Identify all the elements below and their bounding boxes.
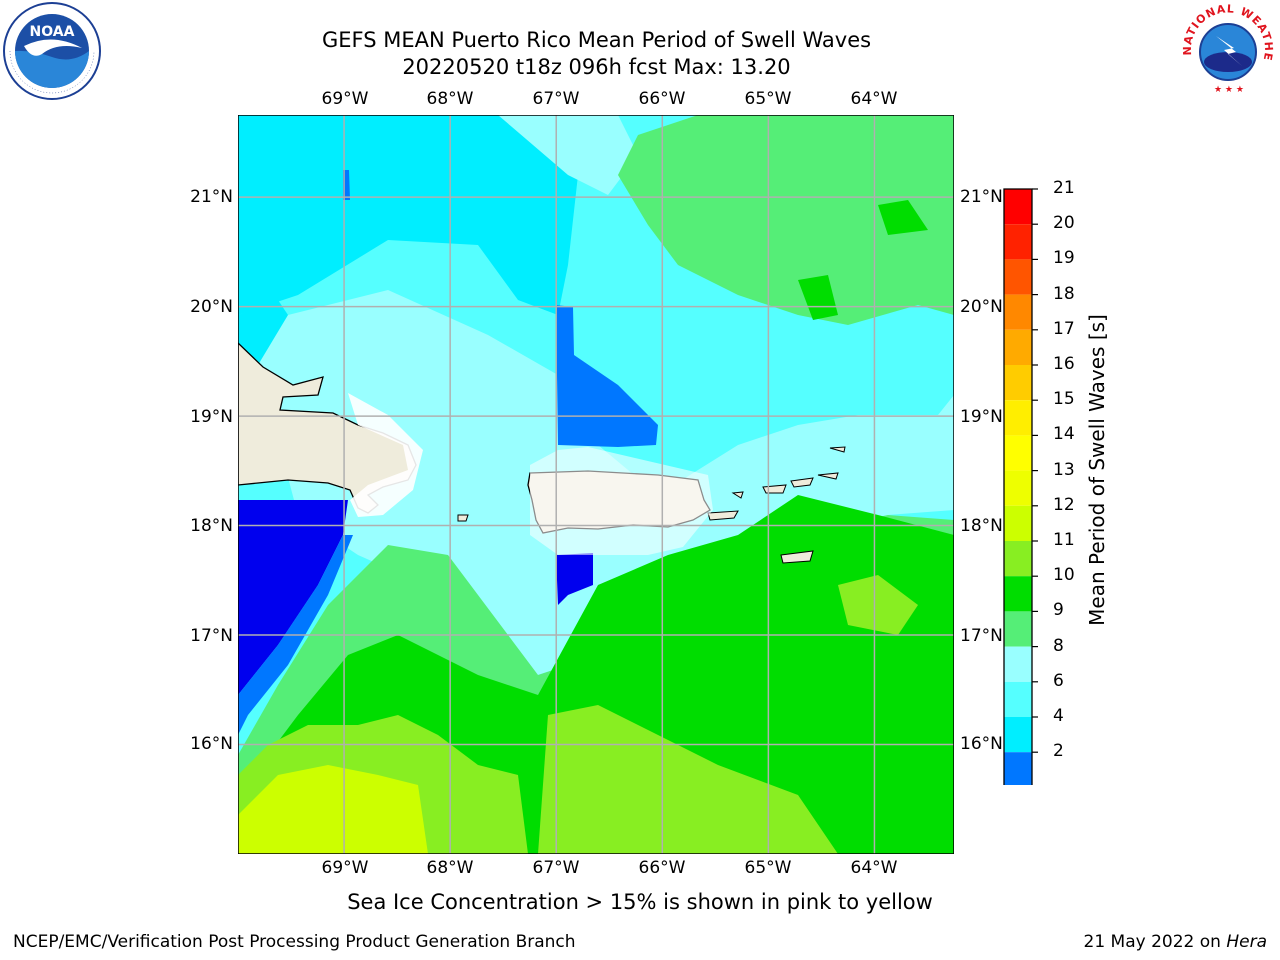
- swell-band-under-2-southwest: [238, 500, 348, 695]
- coastal-mask-hispaniola: [348, 393, 423, 517]
- colorbar-segment: [1004, 541, 1032, 577]
- colorbar-label: Mean Period of Swell Waves [s]: [1085, 314, 1109, 626]
- lat-label-left: 20°N: [190, 297, 233, 317]
- anegada-island: [829, 446, 846, 453]
- colorbar-tick-label: 6: [1053, 670, 1064, 691]
- lon-label-bottom: 68°W: [426, 858, 474, 878]
- colorbar-tick-label: 10: [1053, 565, 1075, 586]
- lat-label-right: 16°N: [960, 734, 1003, 754]
- colorbar-tick-label: 20: [1053, 213, 1075, 234]
- colorbar-tick-label: 8: [1053, 635, 1064, 656]
- svg-text:NOAA: NOAA: [30, 24, 75, 40]
- swell-period-map: [238, 115, 954, 854]
- colorbar-tick-label: 21: [1053, 178, 1075, 198]
- lon-label-top: 68°W: [426, 89, 474, 109]
- colorbar-tick-label: 4: [1053, 706, 1064, 726]
- colorbar-segment: [1004, 646, 1032, 682]
- colorbar-segment: [1004, 576, 1032, 612]
- map-title: GEFS MEAN Puerto Rico Mean Period of Swe…: [321, 28, 872, 52]
- colorbar-segment: [1004, 365, 1032, 401]
- lon-label-top: 66°W: [638, 89, 686, 109]
- colorbar-segment: [1004, 189, 1032, 225]
- colorbar-segment: [1004, 681, 1032, 717]
- lat-label-right: 19°N: [960, 407, 1003, 427]
- swell-band-11-12-south-center: [538, 705, 838, 854]
- footer-credit: NCEP/EMC/Verification Post Processing Pr…: [13, 932, 576, 952]
- swell-band-2-4-monapassage: [556, 305, 658, 447]
- colorbar-segment: [1004, 400, 1032, 436]
- colorbar-segment: [1004, 717, 1032, 753]
- colorbar-segment: [1004, 329, 1032, 365]
- st-croix-island: [780, 550, 814, 564]
- swell-band-10-11-ne2: [798, 275, 838, 320]
- map-subtitle-forecast: 20220520 t18z 096h fcst Max: 13.20: [402, 55, 791, 79]
- colorbar-segment: [1004, 752, 1032, 785]
- colorbar-segment: [1004, 224, 1032, 260]
- lat-label-left: 18°N: [190, 516, 233, 536]
- svg-text:★ ★ ★: ★ ★ ★: [1214, 85, 1244, 95]
- swell-band-12-13-southwest: [238, 765, 428, 854]
- lat-label-left: 21°N: [190, 187, 233, 207]
- graticule: [238, 115, 954, 854]
- noaa-logo-icon: NOAA: [3, 2, 101, 100]
- colorbar-tick-label: 13: [1053, 459, 1075, 480]
- lat-label-left: 17°N: [190, 626, 233, 646]
- culebra-island: [731, 491, 744, 499]
- colorbar-segment: [1004, 435, 1032, 471]
- mona-island: [457, 514, 469, 522]
- footer-date: 21 May 2022 on Hera: [1083, 932, 1268, 952]
- swell-band-under-2-pr-south: [556, 553, 593, 605]
- colorbar: [1003, 188, 1038, 785]
- colorbar-tick-label: 18: [1053, 283, 1075, 304]
- colorbar-segment: [1004, 611, 1032, 647]
- lon-label-top: 67°W: [532, 89, 580, 109]
- colorbar-segment: [1004, 470, 1032, 506]
- lon-label-bottom: 65°W: [744, 858, 792, 878]
- colorbar-segment: [1004, 505, 1032, 541]
- lat-label-right: 20°N: [960, 297, 1003, 317]
- nws-logo-icon: NATIONAL WEATHER SERVICE ★ ★ ★: [1178, 2, 1275, 98]
- lat-label-right: 21°N: [960, 187, 1003, 207]
- colorbar-tick-label: 16: [1053, 354, 1075, 374]
- swell-band-8-9-northeast: [498, 115, 638, 195]
- lon-label-bottom: 66°W: [638, 858, 686, 878]
- colorbar-tick-label: 11: [1053, 530, 1075, 550]
- swell-band-10-11-ne1: [878, 200, 928, 235]
- sea-ice-note: Sea Ice Concentration > 15% is shown in …: [347, 890, 933, 914]
- swell-band-4-6-north: [238, 115, 578, 315]
- footer-machine: Hera: [1226, 932, 1267, 952]
- virgin-islands-1: [762, 484, 787, 494]
- lon-label-top: 69°W: [321, 89, 369, 109]
- colorbar-tick-label: 9: [1053, 600, 1064, 621]
- swell-band-11-12-southeast: [838, 575, 918, 635]
- colorbar-tick-label: 19: [1053, 248, 1075, 269]
- lon-label-bottom: 69°W: [321, 858, 369, 878]
- colorbar-segment: [1004, 294, 1032, 330]
- lon-label-top: 65°W: [744, 89, 792, 109]
- colorbar-tick-label: 15: [1053, 389, 1075, 410]
- vieques-island: [707, 510, 739, 521]
- lat-label-right: 18°N: [960, 516, 1003, 536]
- swell-band-9-10-northeast: [618, 115, 954, 325]
- lon-label-bottom: 67°W: [532, 858, 580, 878]
- lat-label-right: 17°N: [960, 626, 1003, 646]
- colorbar-tick-label: 2: [1053, 741, 1064, 762]
- coastal-mask-puerto-rico: [530, 447, 713, 555]
- colorbar-tick-label: 14: [1053, 424, 1075, 445]
- colorbar-segment: [1004, 259, 1032, 295]
- lat-label-left: 16°N: [190, 734, 233, 754]
- virgin-islands-2: [790, 477, 814, 488]
- colorbar-tick-label: 12: [1053, 494, 1075, 515]
- colorbar-tick-label: 17: [1053, 318, 1075, 339]
- lon-label-top: 64°W: [850, 89, 898, 109]
- virgin-islands-3: [817, 472, 839, 480]
- lon-label-bottom: 64°W: [850, 858, 898, 878]
- lat-label-left: 19°N: [190, 407, 233, 427]
